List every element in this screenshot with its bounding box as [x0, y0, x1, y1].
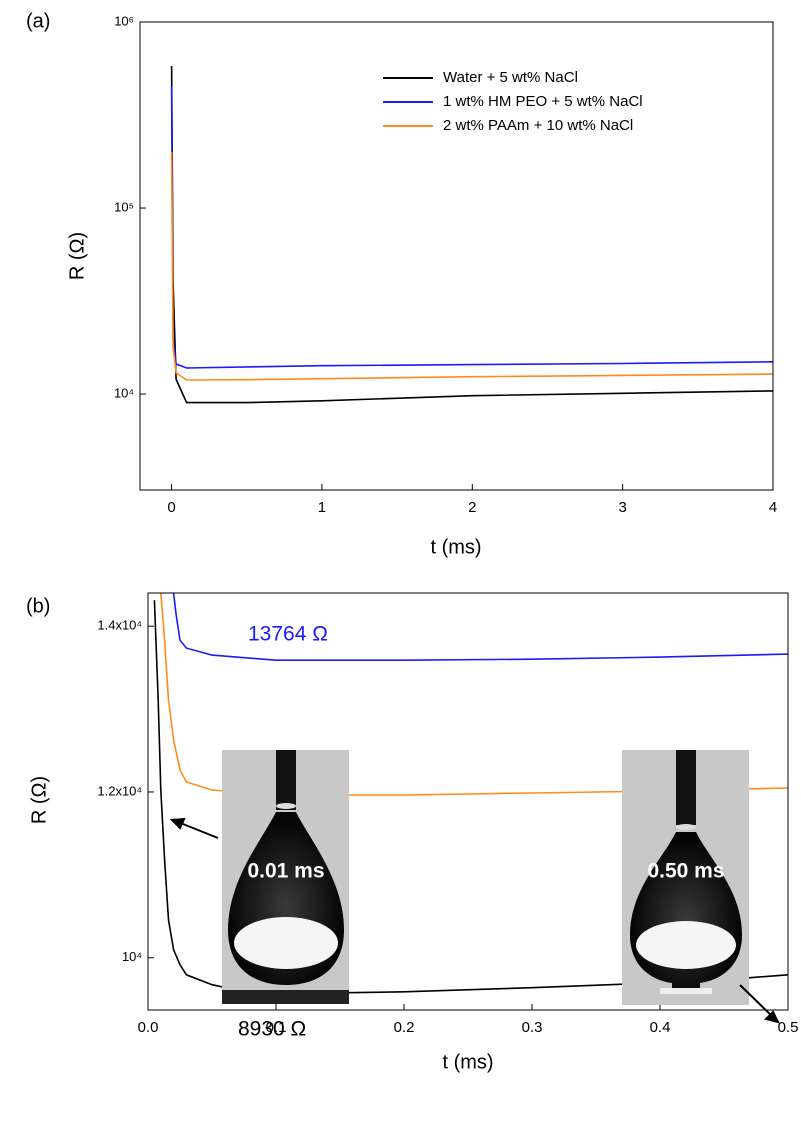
- plot-frame: [147, 592, 789, 1011]
- y-tick-label: 1.2x10⁴: [97, 783, 142, 798]
- annotation: 13764 Ω: [248, 623, 328, 646]
- x-tick-label: 0.0: [138, 1019, 159, 1036]
- series-line: [170, 86, 773, 369]
- plot-frame: [139, 21, 774, 491]
- legend-label: Water + 5 wt% NaCl: [443, 69, 578, 86]
- drop-photo: [222, 750, 349, 1004]
- x-tick-label: 0.4: [650, 1019, 671, 1036]
- legend-label: 2 wt% PAAm + 10 wt% NaCl: [443, 117, 633, 134]
- annotation: 8930 Ω: [238, 1018, 306, 1041]
- annotation: 0.01 ms: [247, 860, 324, 883]
- insets: 0.01 ms 0.50 ms: [169, 750, 780, 1024]
- annotation: 0.50 ms: [647, 860, 724, 883]
- x-tick-label: 0.5: [778, 1019, 799, 1036]
- y-axis-label: R (Ω): [66, 232, 88, 280]
- x-axis-label: t (ms): [442, 1051, 493, 1073]
- x-tick-label: 0: [167, 499, 175, 516]
- series-line: [172, 593, 788, 661]
- x-tick-label: 0.3: [522, 1019, 543, 1036]
- arrows: [169, 817, 780, 1024]
- x-tick-label: 3: [618, 499, 626, 516]
- panel-label: (a): [26, 10, 50, 32]
- x-tick-label: 0.1: [266, 1019, 287, 1036]
- x-tick-label: 0.2: [394, 1019, 415, 1036]
- y-axis-label: R (Ω): [28, 776, 50, 824]
- y-tick-label: 10⁶: [114, 13, 134, 28]
- series-line: [170, 65, 773, 404]
- series-line: [153, 600, 788, 996]
- x-axis-label: t (ms): [430, 536, 481, 558]
- x-tick-label: 1: [318, 499, 326, 516]
- x-tick-label: 2: [468, 499, 476, 516]
- x-tick-label: 4: [769, 499, 777, 516]
- y-tick-label: 1.4x10⁴: [97, 618, 142, 633]
- drop-photo: [622, 750, 749, 1005]
- series-line: [160, 593, 788, 796]
- y-tick-label: 10⁵: [114, 199, 134, 214]
- legend-label: 1 wt% HM PEO + 5 wt% NaCl: [443, 93, 643, 110]
- panel-label: (b): [26, 595, 50, 617]
- y-tick-label: 10⁴: [122, 949, 142, 964]
- y-tick-label: 10⁴: [114, 386, 134, 401]
- series-line: [170, 151, 773, 381]
